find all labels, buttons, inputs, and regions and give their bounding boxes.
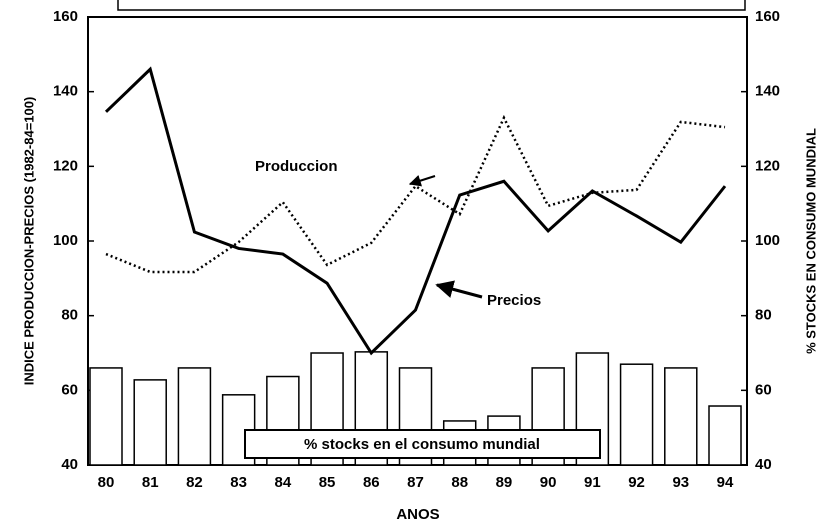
y2-tick-label: 40: [755, 456, 772, 473]
x-tick-label: 85: [319, 474, 336, 491]
bar: [89, 367, 123, 466]
x-tick-label: 87: [407, 474, 424, 491]
y2-tick-label: 80: [755, 307, 772, 324]
x-tick-label: 90: [540, 474, 557, 491]
x-tick-label: 94: [717, 474, 734, 491]
top-box: [117, 0, 746, 11]
x-tick-label: 83: [230, 474, 247, 491]
annotation-arrow: [435, 280, 483, 299]
line: [104, 66, 727, 356]
y-tick-label: 160: [53, 8, 78, 25]
x-tick-label: 89: [496, 474, 513, 491]
y2-tick-label: 160: [755, 8, 780, 25]
y2-axis-label: % STOCKS EN CONSUMO MUNDIAL: [803, 128, 818, 354]
bar: [133, 379, 167, 466]
x-axis-label: ANOS: [396, 506, 439, 523]
y-tick-label: 120: [53, 157, 78, 174]
x-tick-label: 84: [275, 474, 292, 491]
x-tick-label: 82: [186, 474, 203, 491]
y-tick-label: 40: [61, 456, 78, 473]
x-tick-label: 88: [451, 474, 468, 491]
annotation-arrow: [408, 174, 436, 187]
bar: [664, 367, 698, 466]
annotation: Produccion: [255, 158, 338, 175]
x-tick-label: 93: [672, 474, 689, 491]
x-tick-label: 86: [363, 474, 380, 491]
x-tick-label: 91: [584, 474, 601, 491]
bar: [177, 367, 212, 466]
bar: [619, 363, 654, 466]
y-axis-label: INDICE PRODUCCION-PRECIOS (1982-84=100): [21, 97, 36, 386]
y-tick-label: 60: [61, 381, 78, 398]
legend-box: [244, 429, 601, 459]
y-tick-label: 100: [53, 232, 78, 249]
x-tick-label: 92: [628, 474, 645, 491]
line: [105, 114, 726, 274]
y2-tick-label: 60: [755, 381, 772, 398]
y-tick-label: 140: [53, 83, 78, 100]
x-tick-label: 81: [142, 474, 159, 491]
y2-tick-label: 100: [755, 232, 780, 249]
annotation: Precios: [487, 292, 541, 309]
legend-label: % stocks en el consumo mundial: [304, 436, 540, 453]
x-tick-label: 80: [98, 474, 115, 491]
y-tick-label: 80: [61, 307, 78, 324]
y2-tick-label: 140: [755, 83, 780, 100]
y2-tick-label: 120: [755, 157, 780, 174]
bar: [708, 405, 742, 466]
